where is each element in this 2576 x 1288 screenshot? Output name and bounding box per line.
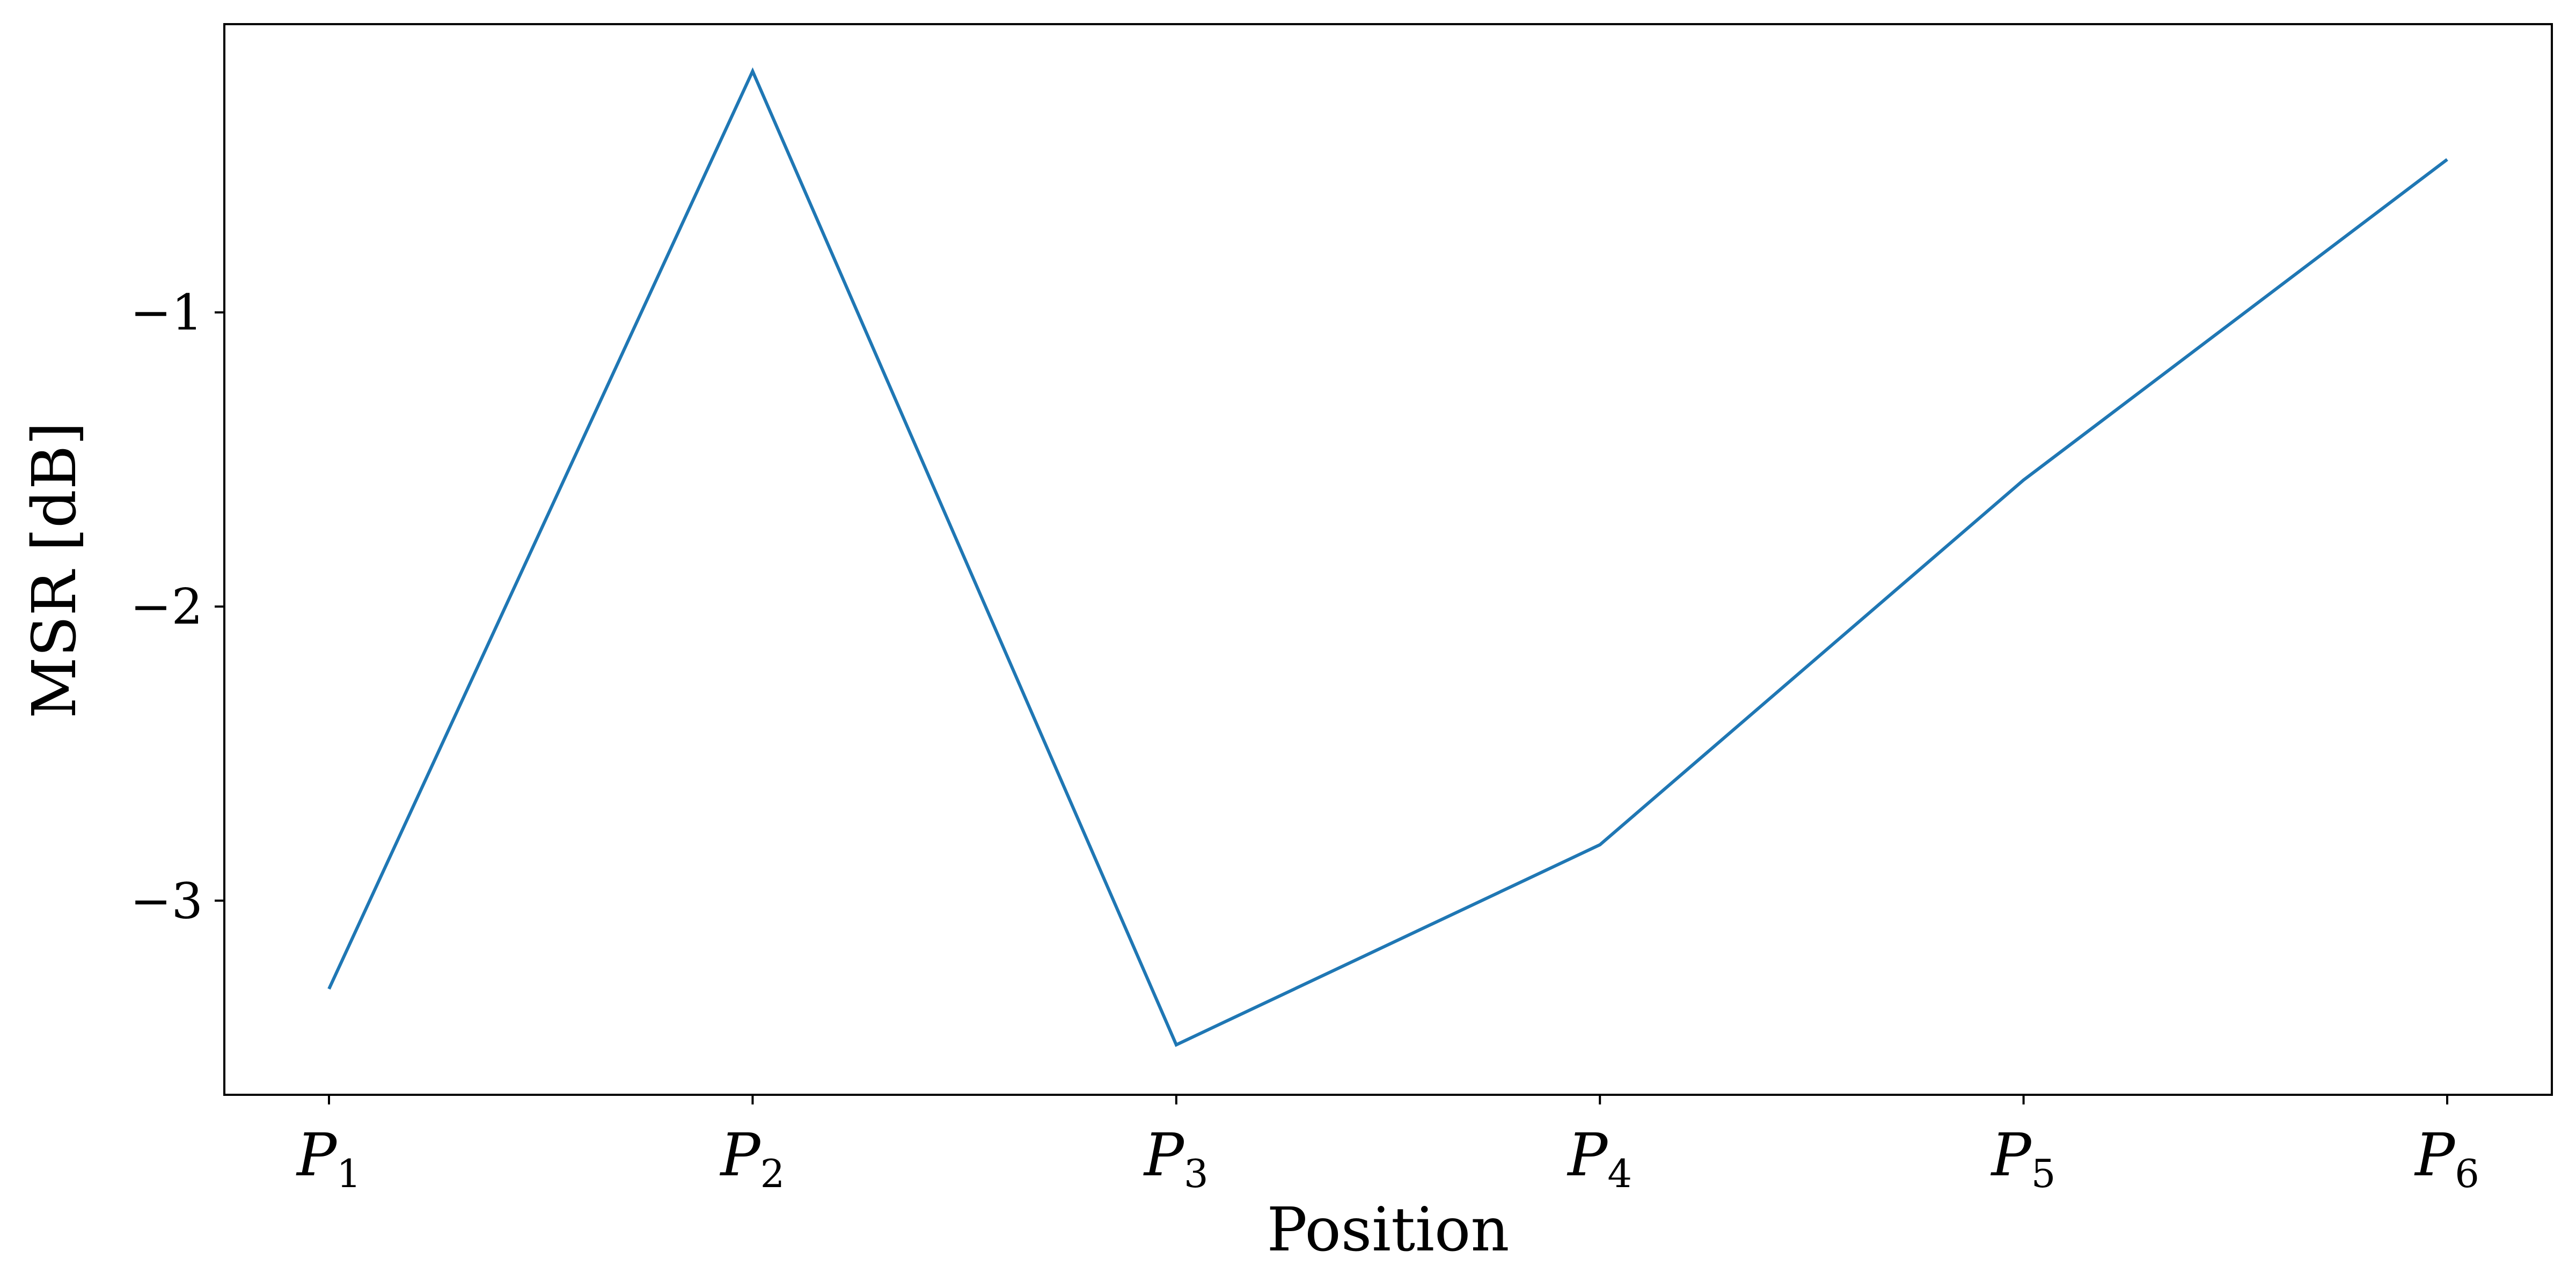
- y-tick-label: −2: [130, 578, 203, 635]
- x-tick-label: P4: [1567, 1121, 1632, 1196]
- x-tick-label: P2: [719, 1121, 785, 1196]
- x-tick-label: P5: [1990, 1121, 2056, 1196]
- x-axis-title: Position: [1267, 1195, 1510, 1265]
- chart-marks: [327, 67, 2448, 1047]
- x-tick-label: P1: [296, 1121, 361, 1196]
- y-tick-label: −1: [130, 284, 203, 341]
- plot-frame: [223, 23, 2553, 1096]
- y-axis: −1 −2 −3: [130, 284, 224, 930]
- x-tick-label: P3: [1143, 1121, 1209, 1196]
- series-line: [327, 67, 2448, 1047]
- y-tick-label: −3: [130, 872, 203, 930]
- x-tick-label: P6: [2414, 1121, 2479, 1196]
- y-axis-title: MSR [dB]: [20, 422, 90, 719]
- x-axis: P1 P2 P3 P4 P5 P6: [296, 1095, 2479, 1196]
